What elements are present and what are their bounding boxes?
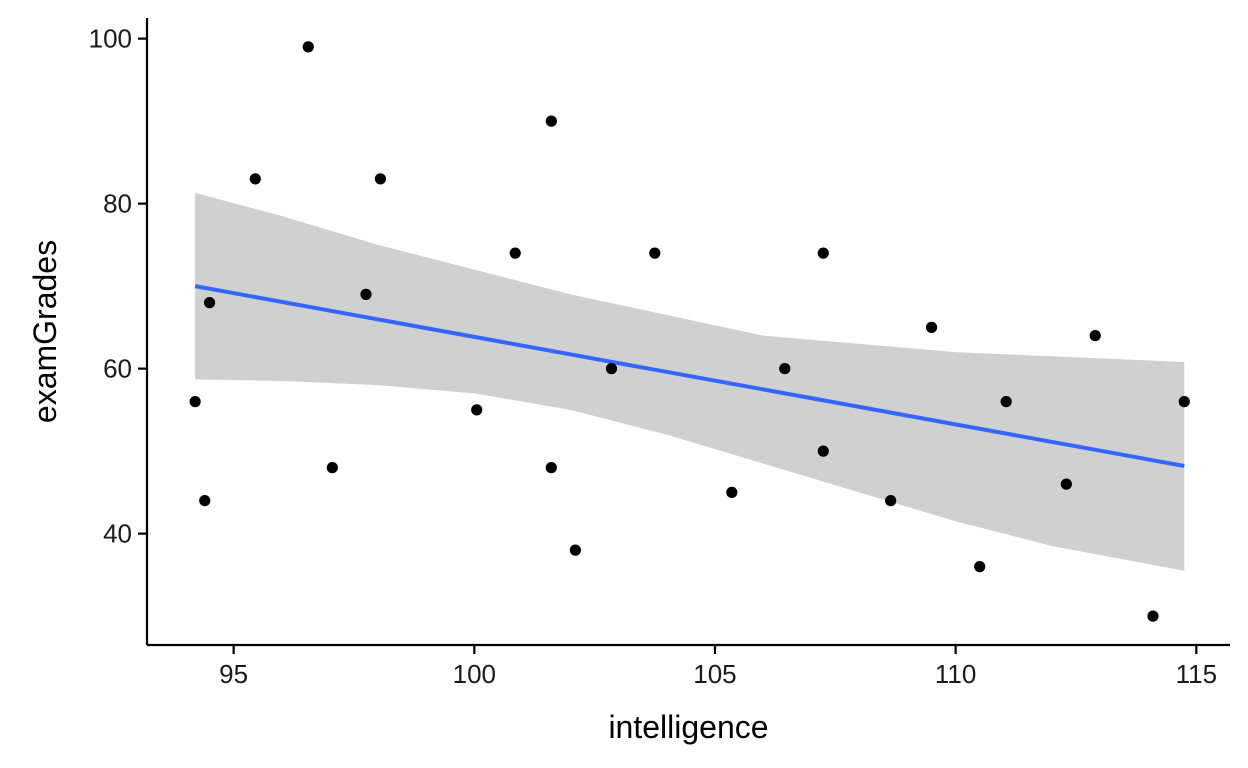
x-tick-label-95: 95 (219, 659, 248, 689)
data-point-11 (545, 115, 557, 127)
axes-layer (145, 18, 1230, 647)
y-tick-label-100: 100 (89, 24, 132, 54)
data-point-14 (605, 363, 618, 375)
confidence-band (195, 192, 1185, 571)
data-point-13 (569, 544, 581, 556)
data-point-20 (885, 495, 897, 507)
x-axis-title: intelligence (608, 709, 768, 745)
y-tick-label-40: 40 (103, 519, 132, 549)
confidence-band-layer (195, 192, 1185, 571)
data-points-layer (189, 41, 1190, 622)
x-tick-label-115: 115 (1176, 659, 1217, 689)
data-point-16 (726, 486, 738, 498)
data-point-21 (925, 321, 938, 333)
data-point-25 (1089, 330, 1101, 342)
data-point-8 (374, 173, 387, 185)
data-point-7 (360, 288, 372, 300)
x-tick-label-105: 105 (693, 659, 736, 689)
data-point-27 (1178, 396, 1190, 408)
data-point-1 (189, 396, 201, 408)
x-tick-label-100: 100 (453, 659, 496, 689)
data-point-18 (817, 247, 829, 259)
x-axis-ticks: 95 100 105 110 115 (219, 645, 1217, 689)
data-point-17 (779, 363, 791, 375)
data-point-5 (302, 41, 314, 53)
data-point-26 (1147, 610, 1159, 622)
y-tick-label-60: 60 (103, 354, 132, 384)
regression-line-layer (194, 284, 1185, 468)
data-point-22 (974, 561, 986, 573)
x-tick-label-110: 110 (935, 659, 976, 689)
data-point-19 (817, 445, 829, 457)
data-point-6 (326, 462, 338, 474)
data-point-24 (1060, 478, 1072, 490)
data-point-4 (249, 173, 261, 185)
data-point-9 (471, 404, 483, 416)
data-point-15 (649, 247, 661, 259)
y-axis-title: examGrades (27, 240, 63, 423)
data-point-3 (203, 297, 216, 309)
y-tick-label-80: 80 (103, 189, 132, 219)
data-point-12 (545, 462, 557, 474)
data-point-10 (509, 247, 521, 259)
data-point-23 (1000, 396, 1012, 408)
data-point-2 (199, 495, 211, 507)
y-axis-ticks: 40 60 80 100 (89, 24, 147, 549)
regression-line (194, 284, 1185, 468)
